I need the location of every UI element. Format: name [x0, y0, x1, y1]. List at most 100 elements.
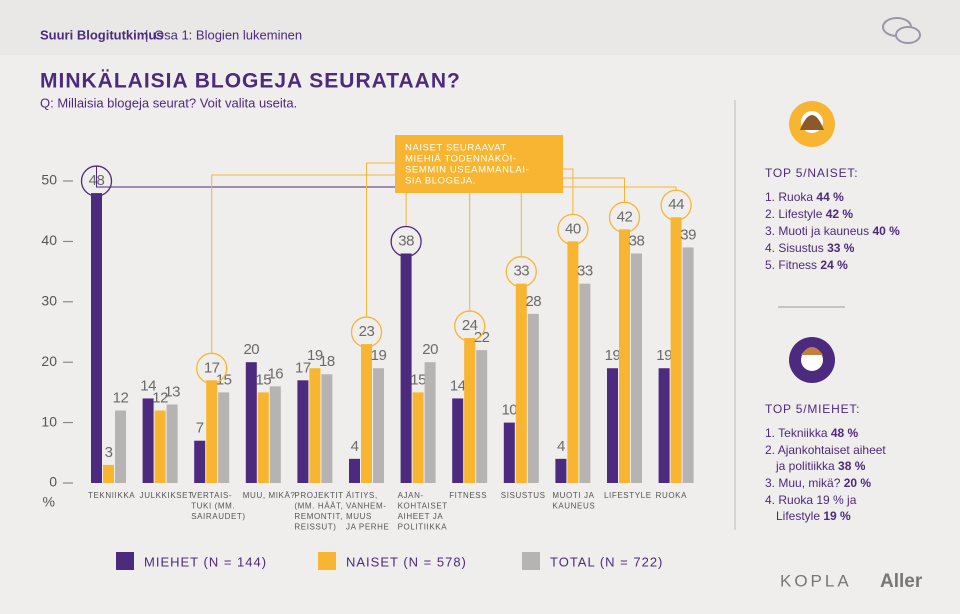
value-label: 15 — [255, 371, 271, 388]
list-value: 44 % — [816, 190, 844, 204]
bar — [619, 229, 630, 483]
highlight-ring — [80, 165, 113, 197]
value-label: 33 — [513, 263, 529, 280]
list-rank: 2. — [765, 207, 775, 221]
list-value: 48 % — [831, 426, 859, 440]
value-label: 23 — [359, 323, 375, 340]
chat-icon — [882, 17, 921, 44]
list-item: Lifestyle 19 % — [776, 509, 851, 523]
annotation-text: NAISET SEURAAVAT — [405, 143, 507, 154]
highlight-ring — [390, 225, 422, 258]
bar — [309, 368, 321, 483]
value-label: 22 — [474, 329, 490, 346]
bar — [218, 392, 230, 483]
value-label: 7 — [196, 420, 204, 437]
y-tick-label: 0 — [49, 474, 57, 490]
x-tick-label: AIHEET JA — [398, 512, 444, 521]
list-rank: 2. — [765, 443, 775, 457]
value-label: 3 — [105, 444, 113, 461]
value-label: 4 — [557, 438, 565, 455]
list-text: Muoti ja kauneus — [778, 224, 869, 238]
value-label: 13 — [164, 383, 180, 400]
value-label: 15 — [216, 371, 232, 388]
value-label: 15 — [410, 371, 426, 388]
highlight-ring — [608, 201, 641, 233]
x-tick-label: REISSUT) — [294, 523, 336, 532]
bar — [154, 410, 166, 483]
bar — [555, 458, 567, 483]
list-text: Tekniikka — [778, 426, 828, 440]
annotation-box — [395, 135, 563, 193]
value-label: 42 — [617, 208, 633, 225]
list-item: 4. Sisustus 33 % — [765, 241, 855, 255]
bar — [206, 380, 218, 483]
bar — [142, 398, 154, 483]
list-item: ja politiikka 38 % — [775, 459, 866, 473]
list-rank: 1. — [765, 426, 775, 440]
x-tick-label: REMONTIT, — [294, 512, 343, 521]
list-item: 4. Ruoka 19 % ja — [765, 493, 857, 507]
bar — [515, 283, 527, 483]
x-tick-label: VANHEM- — [346, 502, 387, 511]
bar — [91, 193, 102, 483]
bar — [194, 440, 206, 483]
bar — [476, 350, 488, 483]
x-tick-label: LIFESTYLE — [604, 491, 652, 500]
header-series: Suuri Blogitutkimus — [40, 27, 164, 42]
list-rank: 3. — [765, 476, 775, 490]
list-value: 38 % — [838, 459, 866, 473]
x-tick-label: SISUSTUS — [501, 491, 546, 500]
bar — [269, 386, 281, 483]
value-label: 39 — [680, 226, 696, 243]
connector — [563, 168, 574, 215]
x-tick-label: FITNESS — [449, 491, 487, 500]
bar — [412, 392, 424, 483]
connector — [563, 186, 677, 191]
bar — [424, 362, 436, 483]
value-label: 20 — [243, 341, 259, 358]
value-label: 40 — [565, 220, 581, 237]
list-text: Sisustus — [778, 241, 823, 255]
value-label: 38 — [398, 232, 414, 249]
men-top-title: TOP 5/MIEHET: — [765, 402, 860, 416]
x-tick-label: TEKNIIKKA — [88, 491, 135, 500]
value-label: 19 — [656, 347, 672, 364]
highlight-ring — [350, 316, 383, 348]
value-label: 28 — [525, 293, 541, 310]
x-tick-label: PROJEKTIT — [294, 491, 343, 500]
bar — [503, 422, 515, 483]
value-label: 18 — [319, 353, 335, 370]
value-label: 14 — [450, 377, 466, 394]
x-tick-label: (MM. HÄÄT, — [294, 502, 343, 511]
annotation-text: MIEHIÄ TODENNÄKÖI- — [405, 154, 517, 165]
value-label: 4 — [351, 438, 359, 455]
bar — [464, 338, 476, 483]
highlight-ring — [557, 213, 589, 246]
header-separator: | — [145, 27, 148, 42]
y-tick-label: 10 — [41, 413, 57, 429]
value-label: 20 — [422, 341, 438, 358]
x-tick-label: TUKI (MM. — [191, 502, 235, 511]
bar — [361, 344, 372, 483]
annotation-text: SEMMIN USEAMMANLAI- — [405, 165, 529, 176]
bar — [631, 253, 642, 483]
highlight-ring — [454, 310, 486, 342]
bar — [452, 398, 464, 483]
value-label: 38 — [629, 232, 645, 249]
women-avatar — [789, 101, 835, 147]
x-tick-label: POLITIIKKA — [398, 523, 448, 532]
header-part: Osa 1: Blogien lukeminen — [154, 27, 302, 42]
y-tick-label: 50 — [41, 172, 57, 188]
y-tick-label: 20 — [41, 353, 57, 369]
list-text: Ruoka — [778, 190, 813, 204]
value-label: 17 — [204, 359, 220, 376]
x-tick-label: MUOTI JA — [552, 491, 594, 500]
x-tick-label: KOHTAISET — [398, 502, 448, 511]
connector — [366, 162, 395, 318]
list-item: 5. Fitness 24 % — [765, 258, 848, 272]
bar — [567, 241, 579, 483]
page-title: MINKÄLAISIA BLOGEJA SEURATAAN? — [40, 70, 461, 93]
men-avatar — [789, 337, 835, 383]
list-value: 42 % — [826, 207, 854, 221]
